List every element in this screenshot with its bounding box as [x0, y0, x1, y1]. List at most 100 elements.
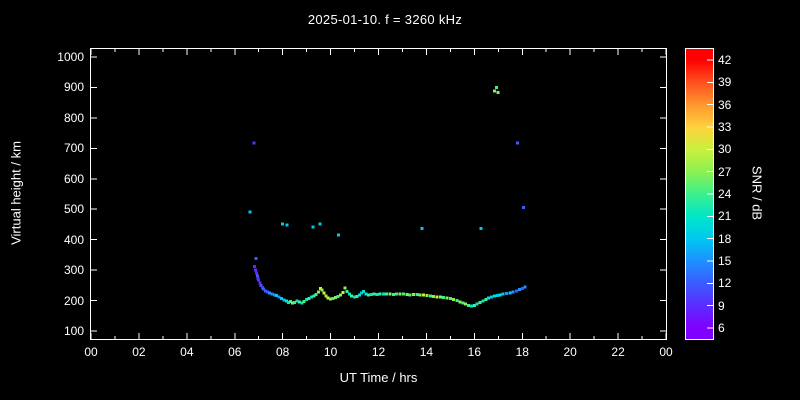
y-tick-label: 800	[63, 110, 84, 125]
data-point	[263, 289, 267, 293]
data-point	[322, 291, 326, 295]
data-point	[252, 141, 256, 145]
data-point	[343, 286, 347, 290]
data-point	[305, 298, 309, 302]
data-point	[253, 268, 257, 272]
data-point	[284, 299, 288, 303]
data-point	[357, 293, 361, 297]
data-point	[355, 294, 359, 298]
y-tick-label: 200	[63, 293, 84, 308]
data-point	[277, 295, 281, 299]
data-point	[498, 293, 502, 297]
data-point	[345, 289, 349, 293]
data-point	[288, 300, 292, 303]
data-point	[290, 301, 294, 305]
data-point	[302, 300, 306, 303]
data-point	[268, 291, 271, 295]
data-point	[360, 291, 364, 295]
data-point	[339, 293, 343, 297]
plot-canvas	[91, 49, 666, 339]
data-point	[412, 293, 415, 296]
data-point	[521, 206, 525, 210]
colorbar-tick-label: 39	[718, 75, 732, 90]
data-point	[448, 296, 452, 300]
data-point	[501, 292, 505, 296]
colorbar-tick-label: 27	[718, 164, 732, 179]
data-point	[428, 294, 432, 298]
x-tick-labels: 00 02 04 06 08 10 12 14 16 18 20 22 00	[84, 345, 672, 361]
data-point	[331, 297, 335, 301]
data-point	[369, 293, 373, 296]
plot-area	[90, 48, 667, 340]
data-point	[336, 294, 340, 298]
colorbar	[685, 48, 714, 340]
data-point	[464, 302, 468, 306]
data-point	[326, 296, 330, 300]
data-point	[467, 303, 471, 307]
data-point	[511, 290, 515, 294]
data-point	[470, 304, 473, 308]
data-point	[461, 301, 465, 305]
x-tick-label: 18	[515, 345, 529, 359]
y-tick-label: 300	[63, 263, 84, 278]
x-tick-label: 10	[323, 345, 338, 359]
colorbar-tick-label: 9	[718, 298, 725, 313]
data-point	[314, 293, 318, 296]
data-point	[285, 223, 289, 227]
data-point	[280, 296, 283, 300]
data-point	[272, 293, 276, 297]
x-tick-label: 22	[611, 345, 625, 359]
data-point	[309, 295, 313, 299]
data-point	[484, 297, 488, 301]
data-point	[475, 302, 479, 306]
data-point	[418, 293, 422, 297]
data-point	[496, 90, 500, 94]
data-point	[422, 293, 425, 297]
data-point	[312, 294, 316, 298]
data-point	[395, 292, 399, 296]
data-point	[478, 301, 482, 305]
data-point	[375, 293, 379, 296]
data-point	[504, 292, 508, 296]
colorbar-tick-labels: 42 39 36 33 30 27 24 21 18 15 12 9 6	[718, 49, 748, 339]
data-point	[378, 292, 382, 296]
data-point	[265, 290, 269, 294]
data-point	[333, 296, 337, 299]
data-point	[254, 271, 258, 275]
data-point	[341, 291, 345, 295]
data-point	[307, 296, 311, 300]
x-tick-label: 20	[563, 345, 577, 359]
data-point	[320, 288, 324, 292]
chart-title: 2025-01-10. f = 3260 kHz	[307, 12, 463, 27]
data-point	[487, 296, 491, 300]
data-point	[259, 283, 263, 287]
data-point	[401, 292, 405, 296]
data-point	[490, 295, 494, 299]
x-tick-label: 04	[180, 345, 194, 359]
data-point	[455, 299, 459, 303]
data-point	[515, 289, 518, 293]
colorbar-tick-label: 24	[718, 187, 732, 201]
data-point	[353, 295, 356, 299]
data-point	[281, 222, 285, 226]
colorbar-tick-label: 6	[718, 321, 725, 335]
data-point	[297, 300, 301, 304]
colorbar-tick-label: 12	[718, 276, 732, 291]
data-point	[255, 274, 259, 278]
y-tick-label: 1000	[57, 50, 84, 64]
data-point	[257, 278, 261, 282]
colorbar-tick-label: 30	[718, 142, 732, 157]
data-point	[420, 227, 424, 231]
data-point	[408, 293, 412, 297]
colorbar-tick-label: 18	[718, 231, 732, 246]
data-point	[329, 297, 333, 301]
x-tick-label: 08	[275, 345, 290, 359]
y-tick-label: 500	[63, 202, 84, 217]
colorbar-tick-label: 21	[718, 209, 732, 224]
data-point	[481, 299, 485, 303]
data-point	[508, 291, 512, 295]
y-tick-label: 600	[63, 171, 84, 186]
data-point	[275, 294, 279, 298]
x-tick-label: 00	[84, 345, 98, 359]
